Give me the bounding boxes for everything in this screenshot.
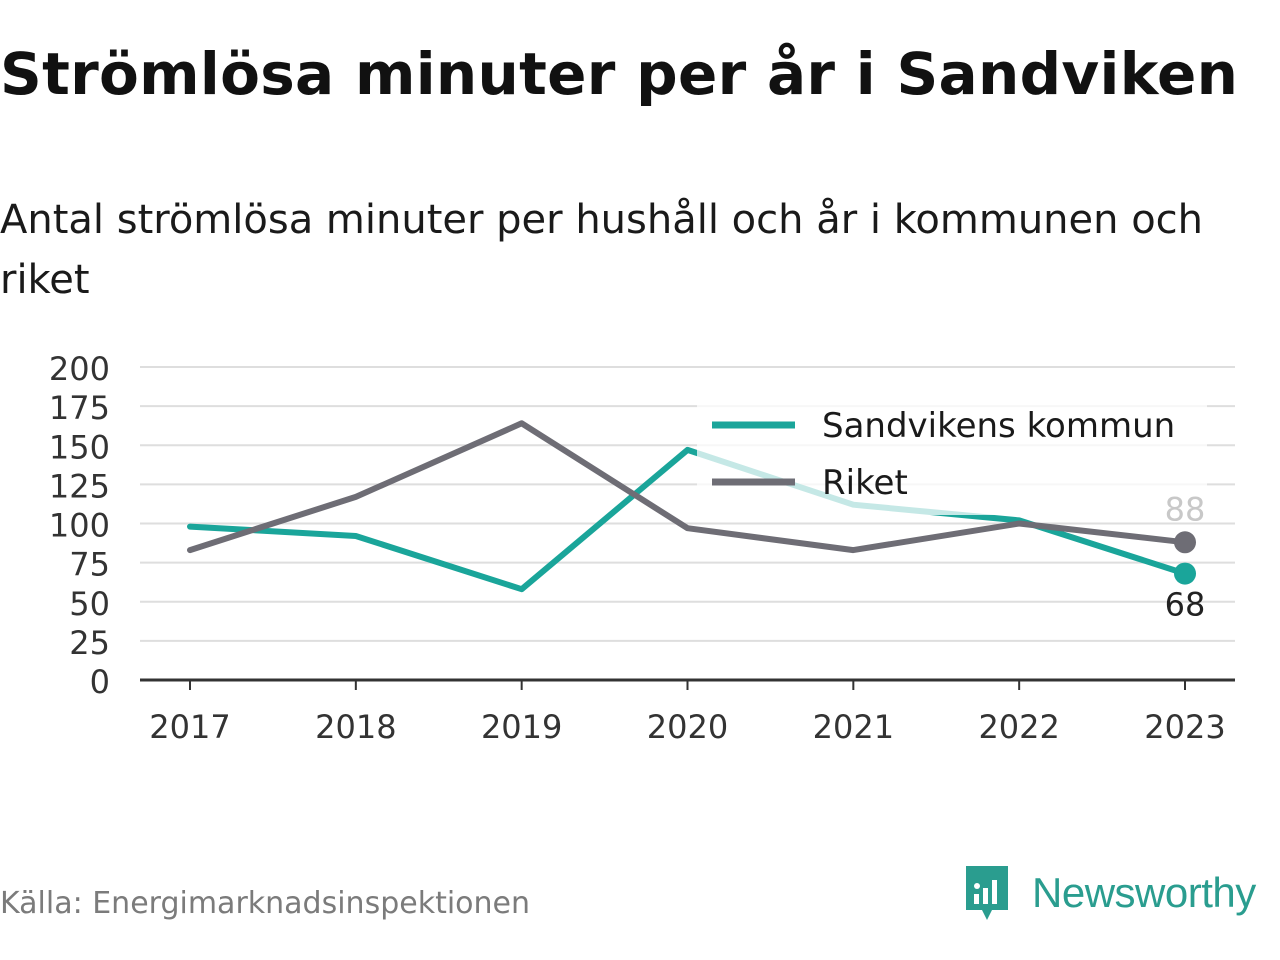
end-label-sandviken: 68 — [1165, 586, 1206, 624]
grid-lines — [140, 366, 1235, 642]
end-labels: 88 68 — [1165, 490, 1206, 623]
legend: Sandvikens kommun Riket — [697, 403, 1207, 515]
x-tick-label: 2020 — [647, 708, 728, 746]
chart-title: Strömlösa minuter per år i Sandviken — [0, 40, 1239, 108]
end-marker — [1174, 562, 1196, 585]
chart-subtitle: Antal strömlösa minuter per hushåll och … — [0, 197, 1204, 303]
x-tick-label: 2021 — [813, 708, 894, 746]
y-tick-label: 200 — [49, 350, 110, 388]
x-tick-label: 2017 — [149, 708, 230, 746]
end-label-riket: 88 — [1165, 490, 1206, 528]
series-lines — [187, 420, 1196, 593]
legend-label: Sandvikens kommun — [822, 406, 1175, 446]
y-tick-label: 25 — [69, 624, 110, 662]
y-tick-label: 100 — [49, 507, 110, 545]
newsworthy-logo-icon — [966, 866, 1008, 920]
end-marker — [1174, 531, 1196, 554]
x-axis: 2017 2018 2019 2020 2021 2022 2023 — [140, 678, 1235, 746]
x-tick-label: 2022 — [978, 708, 1059, 746]
y-tick-label: 150 — [49, 428, 110, 466]
y-tick-label: 75 — [69, 546, 110, 584]
brand-name: Newsworthy — [1032, 869, 1256, 916]
source-note: Källa: Energimarknadsinspektionen — [0, 886, 531, 921]
y-tick-label: 0 — [90, 663, 110, 701]
series-line-sandviken — [187, 446, 1188, 593]
y-tick-label: 175 — [49, 389, 110, 427]
brand-logo: Newsworthy — [962, 862, 1256, 924]
x-tick-label: 2019 — [481, 708, 562, 746]
y-tick-label: 50 — [69, 585, 110, 623]
x-tick-label: 2023 — [1144, 708, 1225, 746]
series-line-riket — [187, 420, 1188, 554]
x-tick-label: 2018 — [315, 708, 396, 746]
y-tick-label: 125 — [49, 467, 110, 505]
legend-label: Riket — [822, 463, 908, 503]
